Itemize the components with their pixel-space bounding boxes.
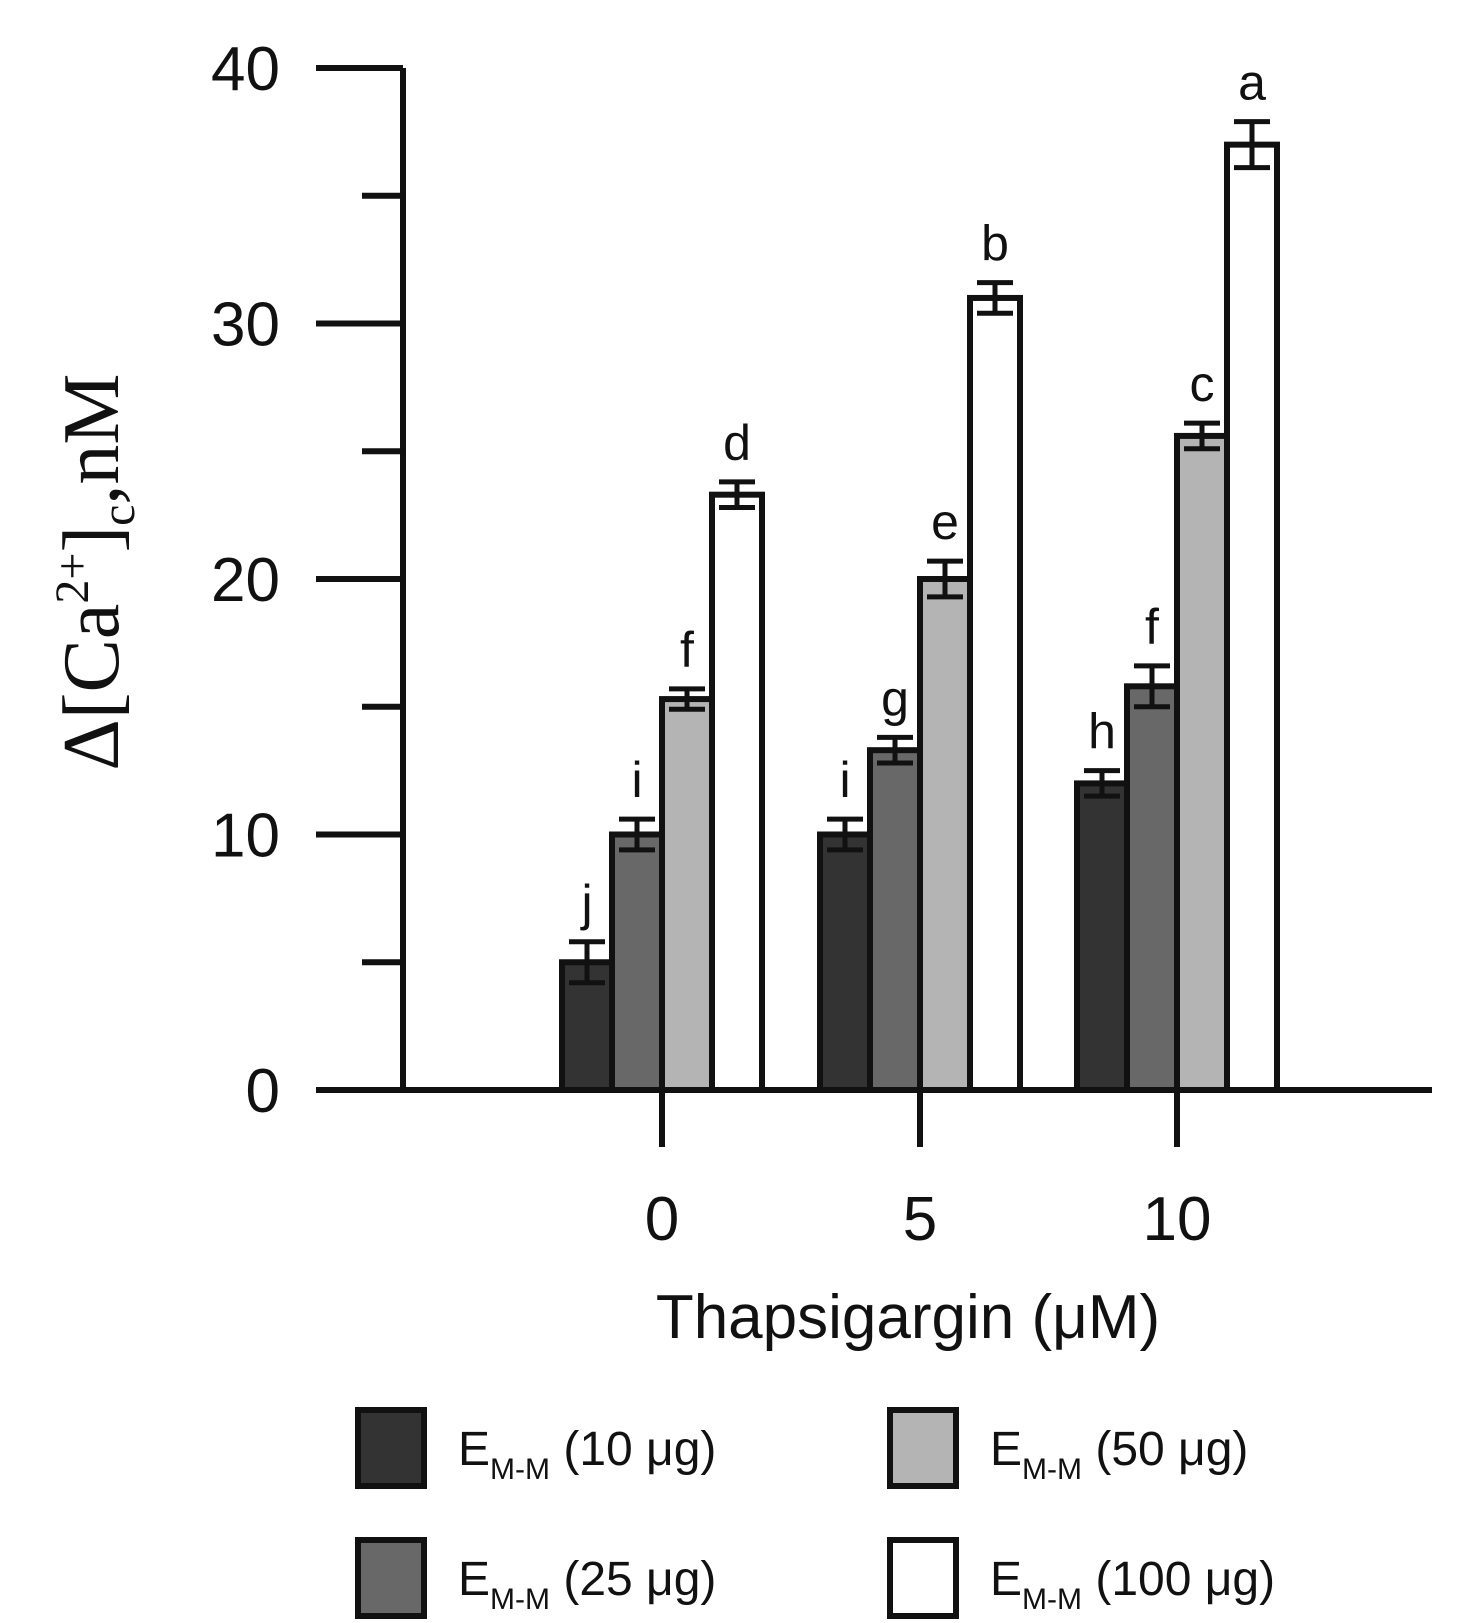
- legend-label-rest: (10 μg): [550, 1423, 716, 1476]
- significance-letter: a: [1238, 55, 1266, 111]
- legend-label: EM-M (50 μg): [990, 1423, 1248, 1486]
- legend-label-rest: (50 μg): [1082, 1423, 1248, 1476]
- legend-swatch: [887, 1407, 959, 1489]
- significance-letter: f: [680, 622, 694, 678]
- significance-letter: d: [723, 415, 751, 471]
- significance-letter: c: [1190, 356, 1215, 412]
- legend-label-subscript: M-M: [490, 1583, 550, 1616]
- legend-label-main: E: [990, 1423, 1022, 1476]
- bars-layer: [559, 141, 1280, 1094]
- legend-label-rest: (25 μg): [550, 1553, 716, 1606]
- y-title-prefix: Δ[Ca: [48, 604, 136, 771]
- y-tick-label: 0: [246, 1057, 280, 1126]
- y-title-bracket: ]: [48, 526, 136, 553]
- bar: [609, 831, 665, 1093]
- bar: [967, 294, 1023, 1093]
- y-ticks-layer: 0 10 20 30 40: [211, 35, 403, 1126]
- legend-swatch: [887, 1537, 959, 1619]
- significance-letter: j: [579, 875, 592, 931]
- legend-swatch: [355, 1407, 427, 1489]
- error-bars-layer: [569, 119, 1270, 986]
- bar: [1074, 780, 1130, 1094]
- significance-letter: i: [839, 752, 850, 808]
- significance-letter: f: [1145, 599, 1159, 655]
- x-ticks-layer: 0 5 10: [645, 1090, 1212, 1254]
- bar: [1124, 683, 1180, 1093]
- legend-label: EM-M (100 μg): [990, 1553, 1275, 1616]
- legend-label: EM-M (10 μg): [458, 1423, 716, 1486]
- bar: [1174, 432, 1230, 1094]
- bar: [917, 576, 973, 1093]
- legend-label-subscript: M-M: [490, 1453, 550, 1486]
- legend-label-subscript: M-M: [1022, 1453, 1082, 1486]
- bar: [709, 491, 765, 1093]
- legend-label: EM-M (25 μg): [458, 1553, 716, 1616]
- bar: [1224, 141, 1280, 1093]
- y-title-suffix: ,nM: [48, 373, 136, 504]
- significance-letter: h: [1088, 704, 1116, 760]
- y-tick-label: 40: [211, 35, 280, 104]
- x-tick-label: 10: [1143, 1185, 1212, 1254]
- y-tick-label: 20: [211, 546, 280, 615]
- bar: [867, 747, 923, 1093]
- bar: [817, 831, 873, 1093]
- y-title-subscript: c: [92, 505, 145, 526]
- significance-letter: i: [631, 752, 642, 808]
- legend-label-main: E: [458, 1423, 490, 1476]
- legend-label-subscript: M-M: [1022, 1583, 1082, 1616]
- y-axis-title: Δ[Ca2+]c,nM: [46, 373, 145, 770]
- legend-label-main: E: [990, 1553, 1022, 1606]
- bar: [659, 696, 715, 1094]
- legend-label-main: E: [458, 1553, 490, 1606]
- y-title-superscript: 2+: [46, 553, 99, 604]
- legend-label-rest: (100 μg): [1082, 1553, 1275, 1606]
- legend-swatch: [355, 1537, 427, 1619]
- significance-letter: b: [981, 216, 1009, 272]
- legend: EM-M (10 μg)EM-M (25 μg)EM-M (50 μg)EM-M…: [355, 1407, 1275, 1619]
- significance-letter: e: [931, 494, 959, 550]
- significance-letter: g: [881, 670, 909, 726]
- x-axis-title: Thapsigargin (μM): [656, 1283, 1160, 1352]
- y-tick-label: 10: [211, 802, 280, 871]
- y-tick-label: 30: [211, 291, 280, 360]
- x-tick-label: 5: [903, 1185, 937, 1254]
- x-tick-label: 0: [645, 1185, 679, 1254]
